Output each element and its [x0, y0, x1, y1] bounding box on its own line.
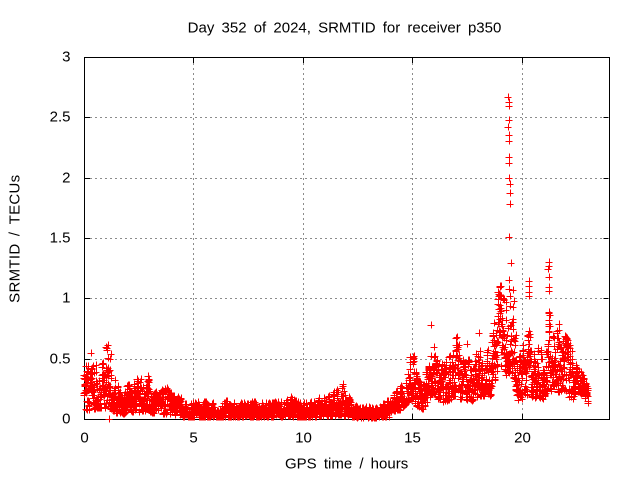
svg-text:2: 2 [62, 170, 70, 187]
svg-text:2.5: 2.5 [50, 109, 71, 126]
svg-text:SRMTID / TECUs: SRMTID / TECUs [7, 175, 24, 303]
svg-text:20: 20 [514, 430, 531, 447]
svg-text:Day 352 of 2024, SRMTID for re: Day 352 of 2024, SRMTID for receiver p35… [188, 19, 502, 36]
svg-text:GPS time / hours: GPS time / hours [285, 456, 408, 473]
svg-text:3: 3 [62, 49, 70, 66]
svg-text:15: 15 [404, 430, 421, 447]
svg-text:10: 10 [295, 430, 312, 447]
svg-text:0.5: 0.5 [50, 351, 71, 368]
svg-text:0: 0 [62, 411, 70, 428]
svg-text:5: 5 [189, 430, 197, 447]
svg-text:0: 0 [80, 430, 88, 447]
svg-text:1: 1 [62, 290, 70, 307]
svg-text:1.5: 1.5 [50, 230, 71, 247]
